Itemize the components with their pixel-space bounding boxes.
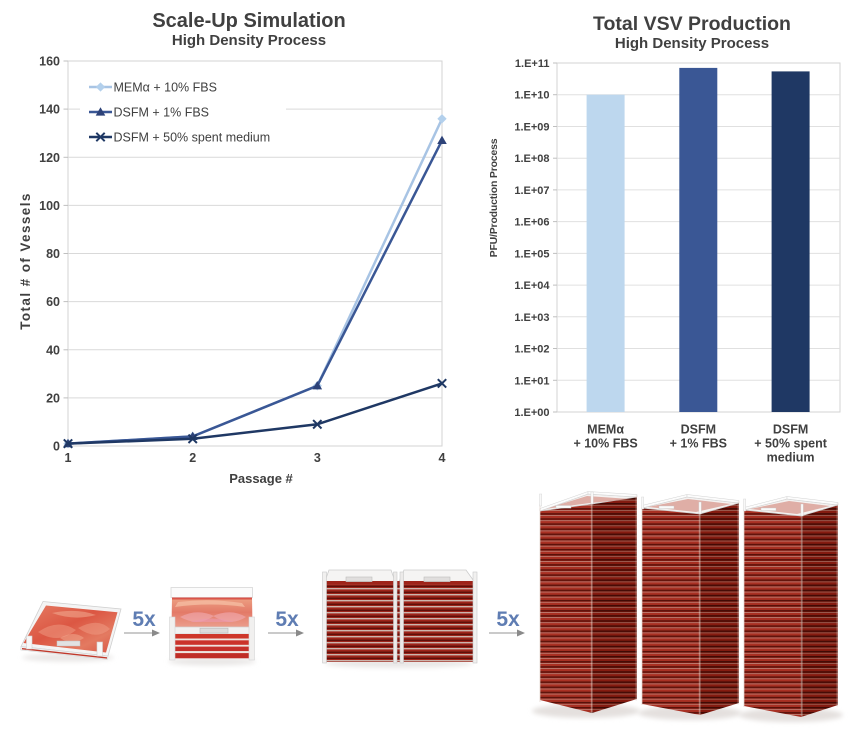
svg-text:1: 1 bbox=[65, 451, 72, 465]
svg-text:+ 50% spent: + 50% spent bbox=[754, 437, 827, 451]
svg-text:140: 140 bbox=[39, 103, 60, 117]
svg-text:5x: 5x bbox=[132, 608, 156, 631]
svg-text:100: 100 bbox=[39, 199, 60, 213]
svg-text:1.E+08: 1.E+08 bbox=[514, 153, 549, 165]
svg-text:+ 1% FBS: + 1% FBS bbox=[670, 437, 727, 451]
svg-text:Scale-Up Simulation: Scale-Up Simulation bbox=[152, 10, 345, 32]
svg-text:1.E+09: 1.E+09 bbox=[514, 122, 549, 134]
svg-text:MEMα: MEMα bbox=[587, 423, 624, 437]
svg-text:High Density Process: High Density Process bbox=[172, 32, 326, 49]
svg-text:+ 10% FBS: + 10% FBS bbox=[573, 437, 637, 451]
svg-text:1.E+03: 1.E+03 bbox=[514, 312, 549, 324]
svg-text:5x: 5x bbox=[275, 608, 299, 631]
svg-text:DSFM + 50% spent medium: DSFM + 50% spent medium bbox=[114, 131, 271, 145]
svg-text:DSFM: DSFM bbox=[681, 423, 716, 437]
svg-text:DSFM: DSFM bbox=[773, 423, 808, 437]
svg-text:80: 80 bbox=[46, 247, 60, 261]
svg-text:1.E+07: 1.E+07 bbox=[514, 185, 549, 197]
svg-text:Total VSV Production: Total VSV Production bbox=[593, 13, 791, 35]
svg-text:DSFM + 1% FBS: DSFM + 1% FBS bbox=[114, 106, 210, 120]
svg-text:1.E+04: 1.E+04 bbox=[514, 280, 550, 292]
svg-text:2: 2 bbox=[189, 451, 196, 465]
svg-text:4: 4 bbox=[439, 451, 446, 465]
svg-text:160: 160 bbox=[39, 55, 60, 69]
svg-text:3: 3 bbox=[314, 451, 321, 465]
svg-text:Passage #: Passage # bbox=[229, 471, 293, 486]
svg-text:1.E+06: 1.E+06 bbox=[514, 217, 549, 229]
svg-text:1.E+01: 1.E+01 bbox=[514, 375, 549, 387]
svg-text:1.E+00: 1.E+00 bbox=[514, 407, 549, 419]
svg-text:1.E+10: 1.E+10 bbox=[514, 90, 549, 102]
svg-text:PFU/Production Process: PFU/Production Process bbox=[488, 138, 500, 257]
svg-text:MEMα + 10% FBS: MEMα + 10% FBS bbox=[114, 81, 217, 95]
svg-text:5x: 5x bbox=[496, 608, 520, 631]
svg-text:Total # of Vessels: Total # of Vessels bbox=[18, 192, 33, 330]
svg-text:1.E+02: 1.E+02 bbox=[514, 344, 549, 356]
svg-text:1.E+11: 1.E+11 bbox=[515, 58, 550, 70]
svg-text:20: 20 bbox=[46, 391, 60, 405]
svg-text:60: 60 bbox=[46, 295, 60, 309]
svg-text:40: 40 bbox=[46, 343, 60, 357]
svg-text:0: 0 bbox=[53, 440, 60, 454]
svg-text:120: 120 bbox=[39, 151, 60, 165]
svg-text:medium: medium bbox=[767, 451, 815, 465]
svg-text:High Density Process: High Density Process bbox=[615, 35, 769, 52]
svg-text:1.E+05: 1.E+05 bbox=[514, 248, 549, 260]
